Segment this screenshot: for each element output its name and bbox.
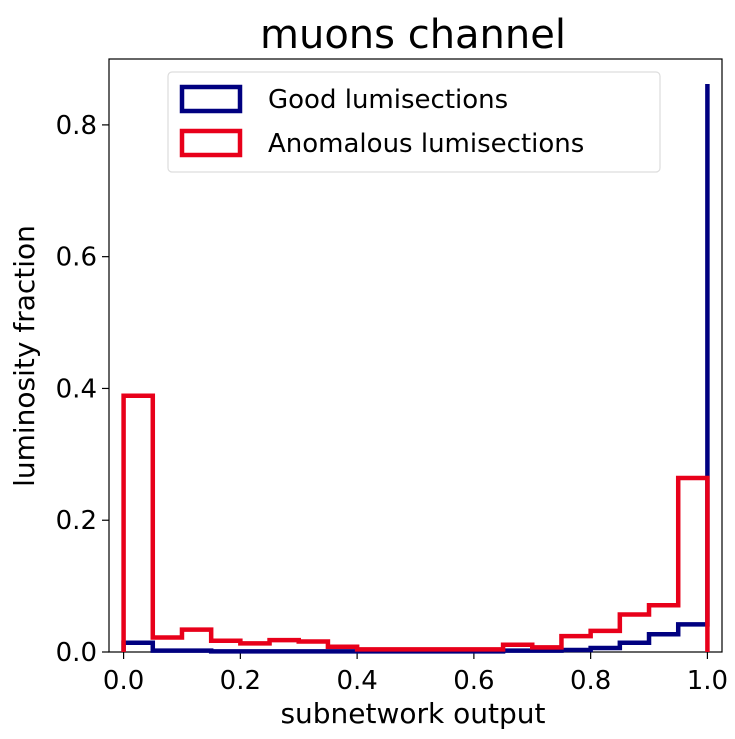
legend-swatch: [179, 128, 243, 158]
x-tick-label: 0.6: [453, 666, 494, 696]
x-tick-label: 1.0: [687, 666, 728, 696]
legend-box: [167, 71, 661, 173]
y-tick-label: 0.2: [56, 506, 97, 536]
series-anomalous-lumisections: [121, 393, 710, 652]
y-tick-label: 0.4: [56, 374, 97, 404]
legend-swatch: [179, 84, 243, 114]
x-tick-label: 0.4: [336, 666, 377, 696]
x-tick-label: 0.8: [570, 666, 611, 696]
chart-title: muons channel: [260, 12, 566, 58]
y-tick-label: 0.6: [56, 243, 97, 273]
x-axis-label: subnetwork output: [280, 697, 545, 730]
x-tick-label: 0.0: [103, 666, 144, 696]
x-tick-label: 0.2: [220, 666, 261, 696]
legend: Good lumisections Anomalous lumisections: [167, 71, 661, 173]
legend-entry-label: Good lumisections: [268, 85, 508, 115]
legend-entry-label: Anomalous lumisections: [268, 129, 584, 159]
y-tick-label: 0.0: [56, 638, 97, 668]
plot-area: 0.0 0.2 0.4 0.6 0.8 1.0 0.0 0.2 0.4 0.6 0.8: [56, 58, 728, 696]
y-tick-label: 0.8: [56, 111, 97, 141]
y-axis-label: luminosity fraction: [8, 225, 41, 487]
